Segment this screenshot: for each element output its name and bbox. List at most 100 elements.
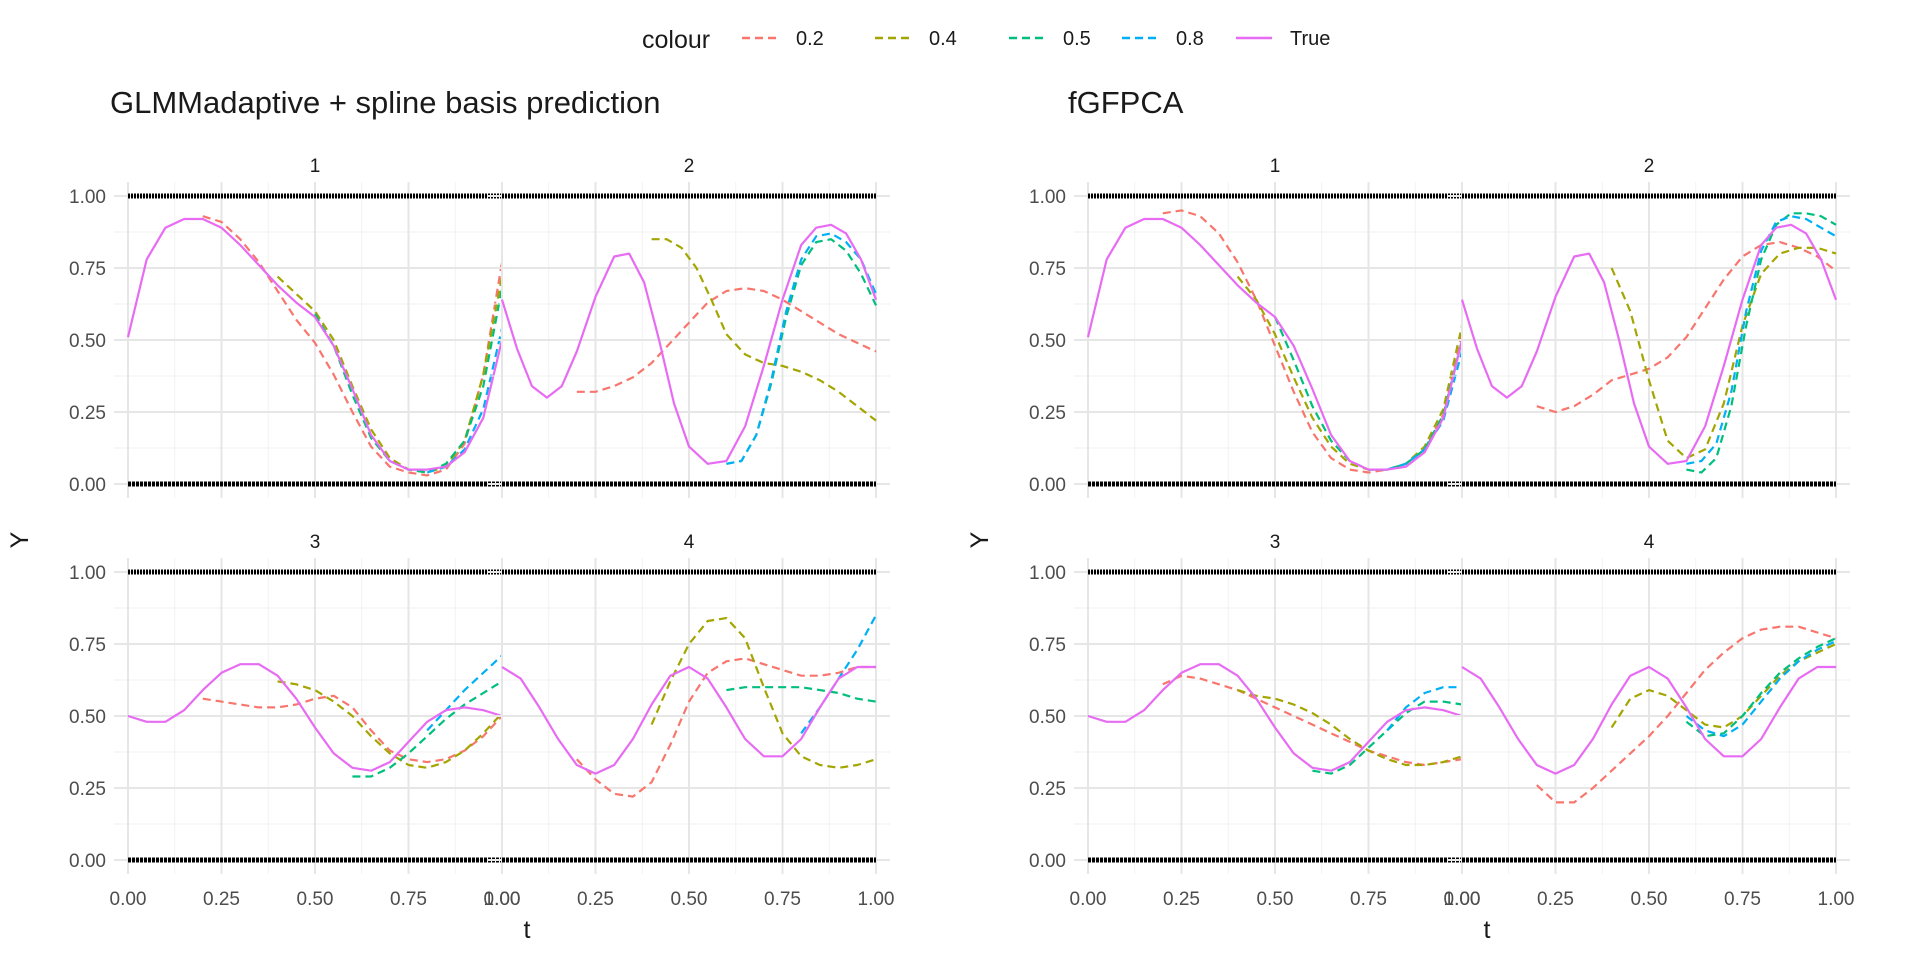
gridlines: [1074, 182, 1476, 498]
series: [127, 654, 503, 778]
y-tick-label: 0.25: [1029, 779, 1066, 800]
series-line-0-2: [1162, 674, 1463, 767]
plot-title: fGFPCA: [1068, 85, 1184, 120]
y-tick-label: 0.75: [69, 635, 106, 656]
y-tick-label: 0.25: [69, 403, 106, 424]
y-tick-label: 1.00: [69, 187, 106, 208]
facet-strip-label: 3: [1270, 532, 1281, 553]
y-tick-label: 1.00: [69, 563, 106, 584]
gridlines: [1448, 182, 1850, 498]
x-tick-label: 1.00: [858, 889, 895, 910]
series-line-0-2: [575, 657, 876, 798]
y-tick-label: 0.75: [1029, 259, 1066, 280]
x-tick-label: 0.50: [1631, 889, 1668, 910]
legend-item-0-8: 0.8: [1122, 28, 1204, 50]
facet-strip-label: 4: [684, 532, 695, 553]
series-line-true: [126, 217, 504, 471]
x-tick-label: 0.75: [390, 889, 427, 910]
gridlines: [488, 182, 890, 498]
legend-label: 0.4: [929, 28, 957, 50]
y-tick-label: 0.50: [69, 331, 106, 352]
x-tick-label: 0.75: [764, 889, 801, 910]
series: [1086, 209, 1464, 474]
y-tick-label: 0.50: [1029, 707, 1066, 728]
series: [126, 215, 504, 477]
panels: GLMMadaptive + spline basis prediction Yt…: [6, 85, 1854, 944]
y-tick-label: 0.50: [1029, 331, 1066, 352]
observations: [1088, 193, 1462, 487]
observations: [502, 193, 876, 487]
y-tick-label: 0.00: [1029, 851, 1066, 872]
series-line-true: [501, 665, 876, 775]
series-line-0-4: [1237, 689, 1463, 767]
x-tick-label: 0.50: [1257, 889, 1294, 910]
y-tick-label: 0.00: [69, 851, 106, 872]
series-line-0-2: [576, 287, 877, 393]
facet-3: 30.000.250.500.751.000.00 0.25 0.50 0.75 1.0…: [69, 532, 520, 910]
observations: [128, 569, 502, 863]
series: [1460, 212, 1838, 474]
series-line-0-5: [1685, 637, 1837, 738]
legend-label: 0.5: [1063, 28, 1091, 50]
facet-strip-label: 3: [310, 532, 321, 553]
series-line-0-4: [650, 617, 877, 769]
legend-label: 0.2: [796, 28, 824, 50]
y-tick-label: 0.00: [69, 475, 106, 496]
chart-2: fGFPCA Yt 1 0.00 0.25 0.50 0.75 1.00 2 3 0.00 0.25 0…: [966, 85, 1854, 944]
series-line-0-2: [1162, 209, 1464, 474]
facet-1: 1 0.00 0.25 0.50 0.75 1.00: [69, 156, 516, 498]
facet-strip-label: 2: [1644, 156, 1655, 177]
y-tick-label: 0.00: [1029, 475, 1066, 496]
series-line-true: [500, 223, 878, 465]
legend-item-0-4: 0.4: [875, 28, 957, 50]
facet-strip-label: 1: [1270, 156, 1281, 177]
x-tick-label: 1.00: [1818, 889, 1855, 910]
series-line-0-2: [1536, 625, 1837, 804]
series-line-0-5: [1686, 212, 1837, 474]
series-line-true: [1460, 223, 1838, 465]
series-line-0-2: [1536, 241, 1837, 414]
x-tick-label: 0.00: [1070, 889, 1107, 910]
series: [1461, 625, 1837, 804]
series-line-0-8: [1386, 686, 1462, 732]
series-line-0-8: [426, 654, 503, 732]
series-line-0-8: [1386, 351, 1464, 471]
chart-1: GLMMadaptive + spline basis prediction Yt…: [6, 85, 894, 944]
series: [1087, 663, 1463, 775]
facet-2: 2: [488, 156, 890, 498]
x-tick-label: 0.75: [1724, 889, 1761, 910]
observations: [128, 193, 502, 487]
legend-label: 0.8: [1176, 28, 1204, 50]
y-tick-label: 1.00: [1029, 563, 1066, 584]
series-line-0-4: [1610, 643, 1837, 729]
series-line-0-2: [202, 694, 503, 764]
facet-strip-label: 1: [310, 156, 321, 177]
observations: [1462, 193, 1836, 487]
series-line-0-5: [1312, 700, 1463, 775]
legend-item-true: True: [1236, 28, 1330, 50]
y-tick-label: 0.75: [69, 259, 106, 280]
y-tick-label: 0.75: [1029, 635, 1066, 656]
series-line-true: [1086, 217, 1464, 471]
x-tick-label: 1.00: [1444, 889, 1481, 910]
facet-4: 4 0.00 0.25 0.50 0.75 1.00: [1444, 532, 1855, 910]
x-tick-label: 0.25: [1537, 889, 1574, 910]
y-tick-label: 0.25: [1029, 403, 1066, 424]
facet-2: 2: [1448, 156, 1850, 498]
x-tick-label: 0.75: [1350, 889, 1387, 910]
x-tick-label: 0.00: [1444, 889, 1481, 910]
observations: [1088, 569, 1462, 863]
y-tick-label: 0.25: [69, 779, 106, 800]
facet-strip-label: 4: [1644, 532, 1655, 553]
x-tick-label: 0.25: [577, 889, 614, 910]
x-tick-label: 0.50: [297, 889, 334, 910]
legend-item-0-2: 0.2: [742, 28, 824, 50]
series-line-0-5: [726, 238, 877, 465]
facet-3: 30.000.250.500.751.000.00 0.25 0.50 0.75 1.0…: [1029, 532, 1480, 910]
x-tick-label: 0.00: [484, 889, 521, 910]
legend-label: True: [1290, 28, 1330, 50]
x-tick-label: 0.00: [110, 889, 147, 910]
facet-4: 4 0.00 0.25 0.50 0.75 1.00: [484, 532, 895, 910]
y-axis-title: Y: [966, 531, 994, 548]
observations: [1462, 569, 1836, 863]
